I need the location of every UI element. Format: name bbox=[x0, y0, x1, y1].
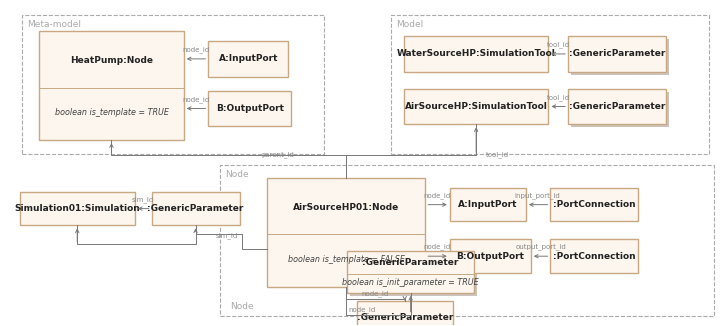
Bar bbox=[208, 91, 292, 126]
Text: :GenericParameter: :GenericParameter bbox=[148, 204, 244, 213]
Bar bbox=[568, 36, 666, 72]
Text: B:OutputPort: B:OutputPort bbox=[216, 104, 284, 113]
Bar bbox=[19, 192, 135, 226]
Text: output_port_id: output_port_id bbox=[516, 244, 566, 250]
Text: :GenericParameter: :GenericParameter bbox=[569, 50, 665, 58]
Text: node_id: node_id bbox=[182, 46, 210, 53]
Bar bbox=[571, 39, 669, 75]
Text: node_id: node_id bbox=[423, 244, 451, 250]
Bar bbox=[22, 15, 323, 154]
Text: :PortConnection: :PortConnection bbox=[553, 252, 636, 261]
Text: Node: Node bbox=[225, 170, 248, 179]
Text: boolean is_template = TRUE: boolean is_template = TRUE bbox=[55, 109, 168, 117]
Bar bbox=[39, 31, 184, 140]
Text: HeatPump:Node: HeatPump:Node bbox=[70, 56, 153, 65]
Bar bbox=[551, 239, 639, 273]
Text: tool_id: tool_id bbox=[546, 41, 570, 48]
Text: input_port_id: input_port_id bbox=[515, 192, 561, 199]
Bar bbox=[551, 188, 639, 221]
Text: AirSourceHP:SimulationTool: AirSourceHP:SimulationTool bbox=[405, 102, 548, 111]
Text: :GenericParameter: :GenericParameter bbox=[362, 258, 459, 267]
Text: :GenericParameter: :GenericParameter bbox=[569, 102, 665, 111]
Bar bbox=[357, 301, 453, 326]
Text: Meta-model: Meta-model bbox=[27, 20, 81, 29]
Text: AirSourceHP01:Node: AirSourceHP01:Node bbox=[293, 203, 399, 212]
Text: Simulation01:Simulation: Simulation01:Simulation bbox=[14, 204, 140, 213]
Text: A:InputPort: A:InputPort bbox=[219, 54, 278, 63]
Text: boolean is_template = FALSE: boolean is_template = FALSE bbox=[288, 255, 405, 264]
Text: tool_id: tool_id bbox=[546, 94, 570, 100]
Bar bbox=[220, 165, 714, 316]
Bar bbox=[267, 178, 426, 287]
Bar bbox=[347, 251, 474, 293]
Text: Node: Node bbox=[230, 302, 253, 311]
Bar bbox=[391, 15, 708, 154]
Text: WaterSourceHP:SimulationTool: WaterSourceHP:SimulationTool bbox=[397, 50, 556, 58]
Bar bbox=[568, 89, 666, 124]
Bar bbox=[208, 41, 289, 77]
Bar bbox=[450, 188, 526, 221]
Text: node_id: node_id bbox=[362, 290, 389, 297]
Bar bbox=[450, 239, 531, 273]
Text: tool_id: tool_id bbox=[486, 151, 509, 158]
Text: parent_id: parent_id bbox=[261, 151, 294, 158]
Bar bbox=[350, 254, 477, 296]
Text: node_id: node_id bbox=[182, 96, 210, 102]
Text: A:InputPort: A:InputPort bbox=[458, 200, 518, 209]
Text: node_id: node_id bbox=[423, 192, 451, 199]
Bar bbox=[571, 92, 669, 127]
Text: node_id: node_id bbox=[348, 306, 375, 313]
Text: boolean is_init_parameter = TRUE: boolean is_init_parameter = TRUE bbox=[342, 278, 479, 287]
Text: B:OutputPort: B:OutputPort bbox=[456, 252, 524, 261]
Text: :GenericParameter: :GenericParameter bbox=[356, 313, 453, 322]
Text: Model: Model bbox=[396, 20, 423, 29]
Text: :PortConnection: :PortConnection bbox=[553, 200, 636, 209]
Bar bbox=[404, 89, 549, 124]
Text: sim_id: sim_id bbox=[215, 232, 238, 239]
Bar bbox=[404, 36, 549, 72]
Text: sim_id: sim_id bbox=[132, 196, 154, 203]
Bar bbox=[151, 192, 240, 226]
